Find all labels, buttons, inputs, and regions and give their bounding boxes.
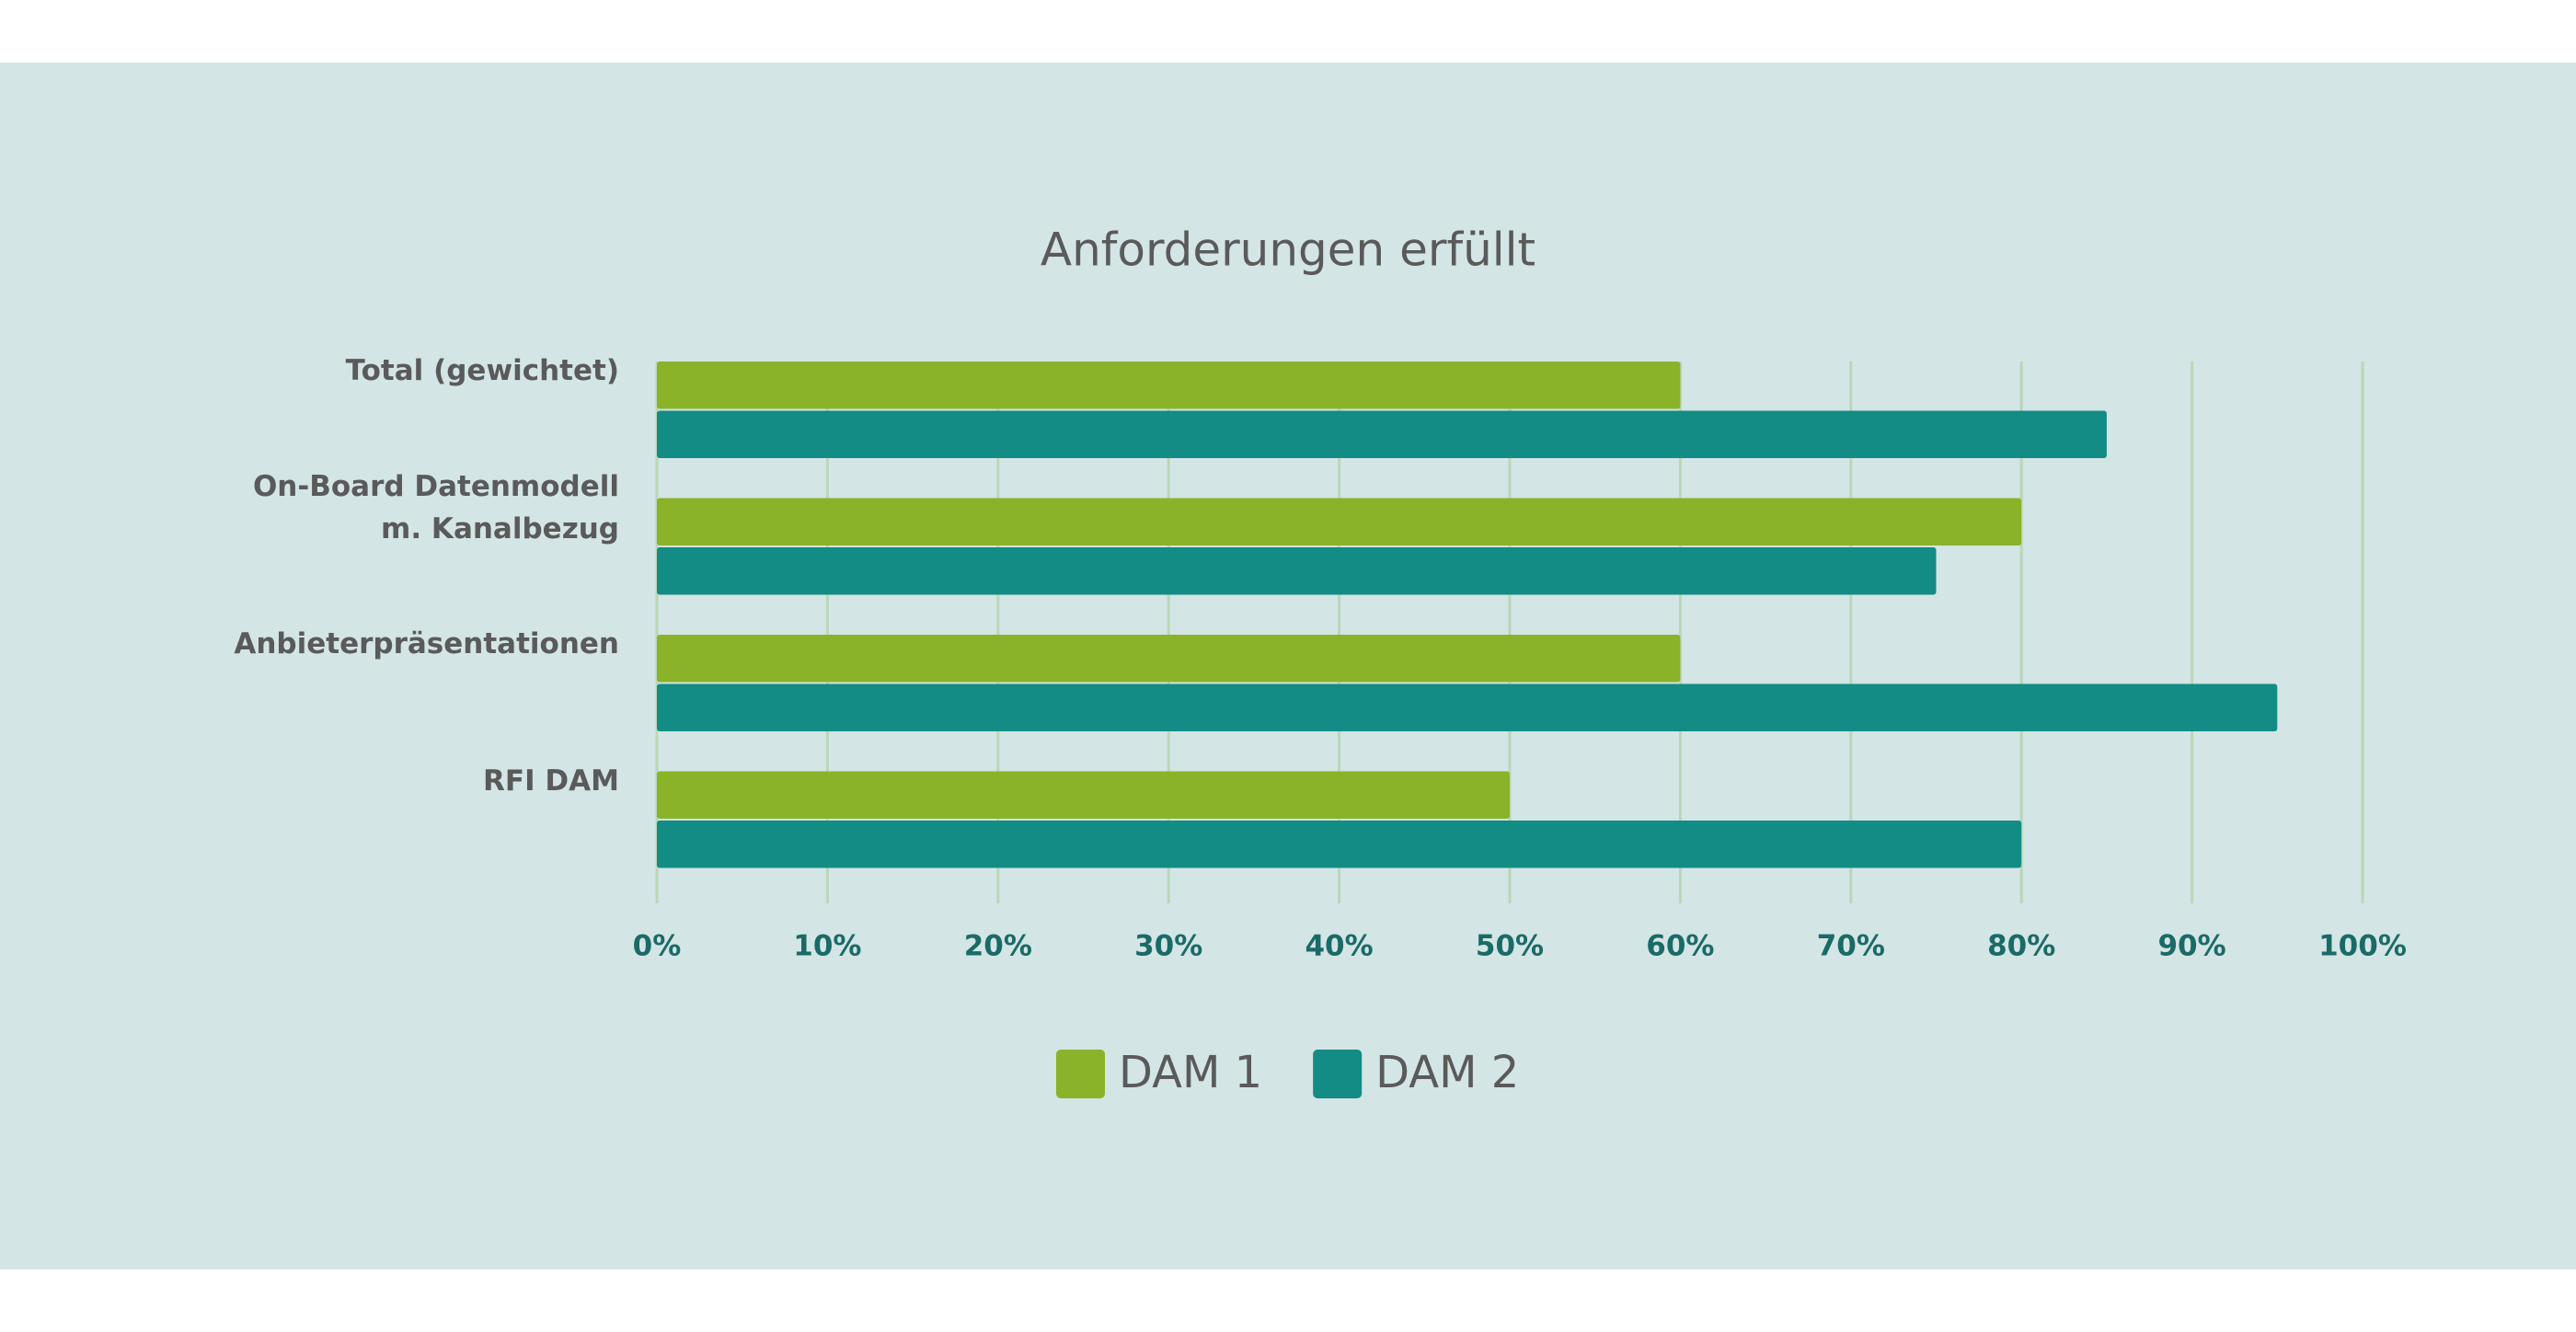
- y-tick-label: Anbieterpräsentationen: [234, 627, 619, 660]
- x-tick-label: 80%: [1987, 930, 2055, 963]
- y-tick-label: RFI DAM: [483, 764, 619, 798]
- bar: [657, 683, 2278, 731]
- bar: [657, 821, 2022, 868]
- x-tick-label: 10%: [793, 930, 861, 963]
- legend-label: DAM 2: [1375, 1047, 1519, 1098]
- legend-swatch: [1056, 1050, 1105, 1098]
- bar: [657, 410, 2107, 458]
- x-tick-label: 70%: [1817, 930, 1885, 963]
- y-tick-label: On-Board Datenmodell m. Kanalbezug: [252, 469, 619, 545]
- bar: [657, 635, 1681, 683]
- bar: [657, 498, 2022, 545]
- x-tick-label: 0%: [633, 930, 682, 963]
- x-tick-label: 90%: [2157, 930, 2225, 963]
- x-tick-label: 30%: [1134, 930, 1202, 963]
- x-tick-label: 60%: [1646, 930, 1714, 963]
- y-tick-label: Total (gewichtet): [345, 354, 619, 387]
- bar: [657, 362, 1681, 409]
- chart-title: Anforderungen erfüllt: [1041, 224, 1535, 277]
- legend-label: DAM 1: [1119, 1047, 1262, 1098]
- x-tick-label: 20%: [964, 930, 1032, 963]
- bar: [657, 547, 1937, 595]
- x-tick-label: 50%: [1476, 930, 1544, 963]
- bar: [657, 771, 1510, 819]
- x-tick-label: 40%: [1305, 930, 1373, 963]
- x-tick-label: 100%: [2318, 930, 2407, 963]
- legend-swatch: [1313, 1050, 1363, 1098]
